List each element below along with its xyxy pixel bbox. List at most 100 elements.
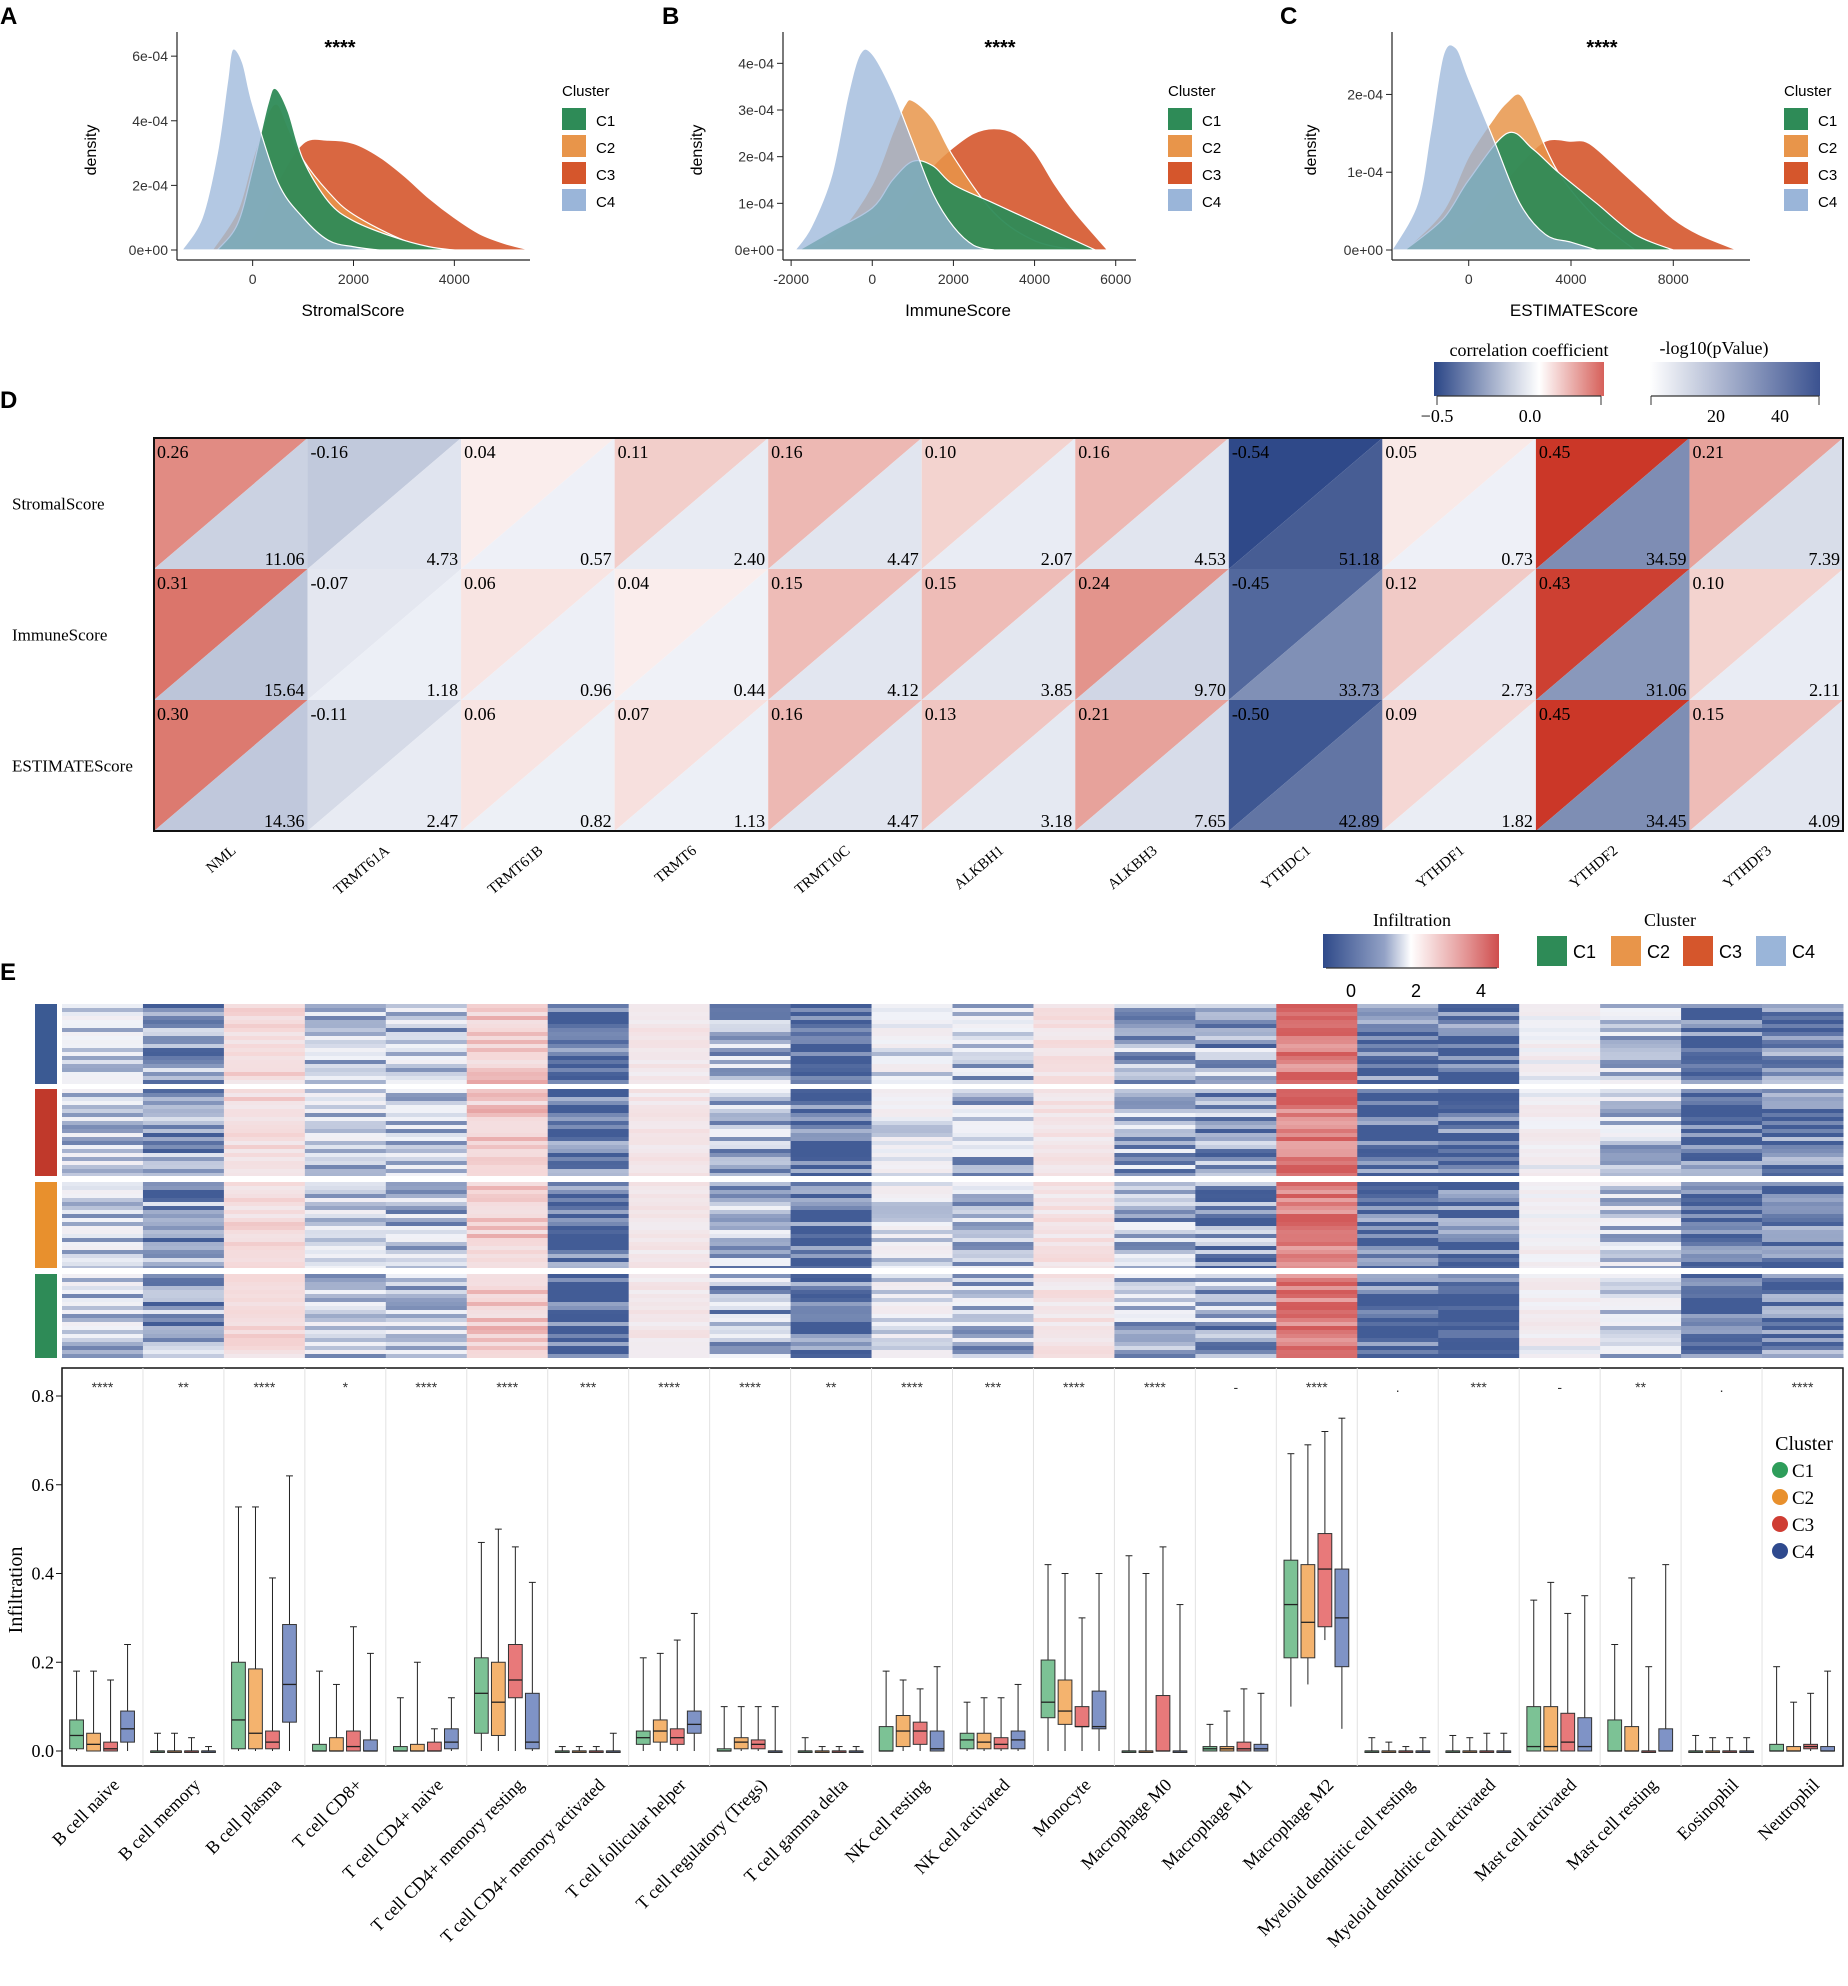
- heatmap-stripe: [304, 1161, 387, 1165]
- heatmap-stripe: [1600, 1302, 1682, 1306]
- heatmap-stripe: [1519, 1322, 1601, 1326]
- heatmap-stripe: [628, 1125, 711, 1129]
- heatmap-stripe: [628, 1262, 711, 1266]
- heatmap-stripe: [304, 1064, 387, 1068]
- heatmap-stripe: [790, 1226, 873, 1230]
- heatmap-stripe: [1681, 1218, 1763, 1222]
- heatmap-stripe: [466, 1246, 549, 1250]
- heatmap-stripe: [466, 1282, 549, 1286]
- heatmap-stripe: [628, 1190, 711, 1194]
- heatmap-stripe: [1681, 1318, 1763, 1322]
- heatmap-stripe: [628, 1298, 711, 1302]
- heatmap-border: [153, 437, 1844, 832]
- heatmap-stripe: [1357, 1214, 1439, 1218]
- heatmap-stripe: [1357, 1350, 1439, 1354]
- heatmap-stripe: [871, 1145, 953, 1149]
- heatmap-stripe: [1762, 1080, 1844, 1084]
- heatmap-stripe: [790, 1346, 873, 1350]
- heatmap-stripe: [790, 1322, 873, 1326]
- heatmap-stripe: [1438, 1294, 1520, 1298]
- cell-type-label: Myeloid dendritic cell activated: [1323, 1775, 1499, 1951]
- heatmap-stripe: [1033, 1214, 1115, 1218]
- heatmap-stripe: [1600, 1346, 1682, 1350]
- heatmap-stripe: [142, 1354, 225, 1358]
- heatmap-stripe: [952, 1302, 1034, 1306]
- box-c3: [1074, 1706, 1090, 1728]
- corr-value: -0.16: [311, 442, 349, 462]
- heatmap-stripe: [142, 1101, 225, 1105]
- heatmap-stripe: [1195, 1194, 1277, 1198]
- heatmap-stripe: [1600, 1250, 1682, 1254]
- heatmap-stripe: [1195, 1008, 1277, 1012]
- heatmap-stripe: [142, 1008, 225, 1012]
- pvalue-triangle: [1075, 438, 1229, 569]
- heatmap-stripe: [871, 1190, 953, 1194]
- heatmap-stripe: [466, 1182, 549, 1186]
- corr-value: 0.12: [1385, 573, 1417, 593]
- heatmap-stripe: [709, 1198, 792, 1202]
- heatmap-stripe: [1438, 1314, 1520, 1318]
- gene-label: ALKBH1: [951, 843, 1007, 893]
- heatmap-stripe: [1033, 1202, 1115, 1206]
- signif-label: ****: [658, 1379, 680, 1395]
- heatmap-stripe: [1681, 1068, 1763, 1072]
- corr-value: 0.45: [1539, 704, 1571, 724]
- heatmap-stripe: [1438, 1334, 1520, 1338]
- heatmap-stripe: [1357, 1210, 1439, 1214]
- heatmap-stripe: [1276, 1080, 1358, 1084]
- heatmap-stripe: [1357, 1133, 1439, 1137]
- heatmap-stripe: [1276, 1306, 1358, 1310]
- heatmap-stripe: [385, 1125, 468, 1129]
- heatmap-stripe: [142, 1266, 225, 1268]
- heatmap-stripe: [547, 1080, 630, 1084]
- heatmap-stripe: [1681, 1262, 1763, 1266]
- heatmap-stripe: [466, 1076, 549, 1080]
- pvalue-triangle: [154, 569, 308, 700]
- heatmap-stripe: [1438, 1210, 1520, 1214]
- heatmap-stripe: [62, 1048, 144, 1052]
- heatmap-stripe: [1114, 1165, 1196, 1169]
- heatmap-stripe: [871, 1101, 953, 1105]
- heatmap-stripe: [1276, 1036, 1358, 1040]
- heatmap-stripe: [1600, 1044, 1682, 1048]
- heatmap-stripe: [871, 1198, 953, 1202]
- heatmap-stripe: [1762, 1105, 1844, 1109]
- legend-key-c2: [1168, 135, 1192, 157]
- heatmap-stripe: [1438, 1133, 1520, 1137]
- heatmap-stripe: [547, 1330, 630, 1334]
- heatmap-stripe: [142, 1157, 225, 1161]
- heatmap-stripe: [62, 1210, 144, 1214]
- heatmap-stripe: [1519, 1012, 1601, 1016]
- heatmap-stripe: [1438, 1330, 1520, 1334]
- heatmap-stripe: [709, 1048, 792, 1052]
- heatmap-stripe: [1114, 1024, 1196, 1028]
- heatmap-stripe: [871, 1314, 953, 1318]
- heatmap-stripe: [1195, 1262, 1277, 1266]
- heatmap-stripe: [1600, 1262, 1682, 1266]
- heatmap-stripe: [871, 1068, 953, 1072]
- heatmap-stripe: [790, 1036, 873, 1040]
- heatmap-stripe: [466, 1157, 549, 1161]
- pvalue-triangle: [1689, 438, 1843, 569]
- y-tick-label: 4e-04: [132, 113, 168, 129]
- heatmap-stripe: [385, 1149, 468, 1153]
- heatmap-stripe: [304, 1068, 387, 1072]
- heatmap-stripe: [790, 1302, 873, 1306]
- heatmap-stripe: [1357, 1218, 1439, 1222]
- heatmap-stripe: [1033, 1182, 1115, 1186]
- heatmap-stripe: [1357, 1282, 1439, 1286]
- heatmap-stripe: [871, 1246, 953, 1250]
- heatmap-stripe: [1681, 1141, 1763, 1145]
- heatmap-stripe: [1114, 1322, 1196, 1326]
- heatmap-stripe: [1195, 1334, 1277, 1338]
- heatmap-stripe: [1438, 1278, 1520, 1282]
- legend-key-c4: [1784, 189, 1808, 211]
- heatmap-stripe: [1762, 1290, 1844, 1294]
- heatmap-stripe: [1681, 1302, 1763, 1306]
- heatmap-stripe: [790, 1334, 873, 1338]
- heatmap-stripe: [547, 1153, 630, 1157]
- heatmap-stripe: [1762, 1153, 1844, 1157]
- heatmap-stripe: [304, 1266, 387, 1268]
- heatmap-stripe: [790, 1044, 873, 1048]
